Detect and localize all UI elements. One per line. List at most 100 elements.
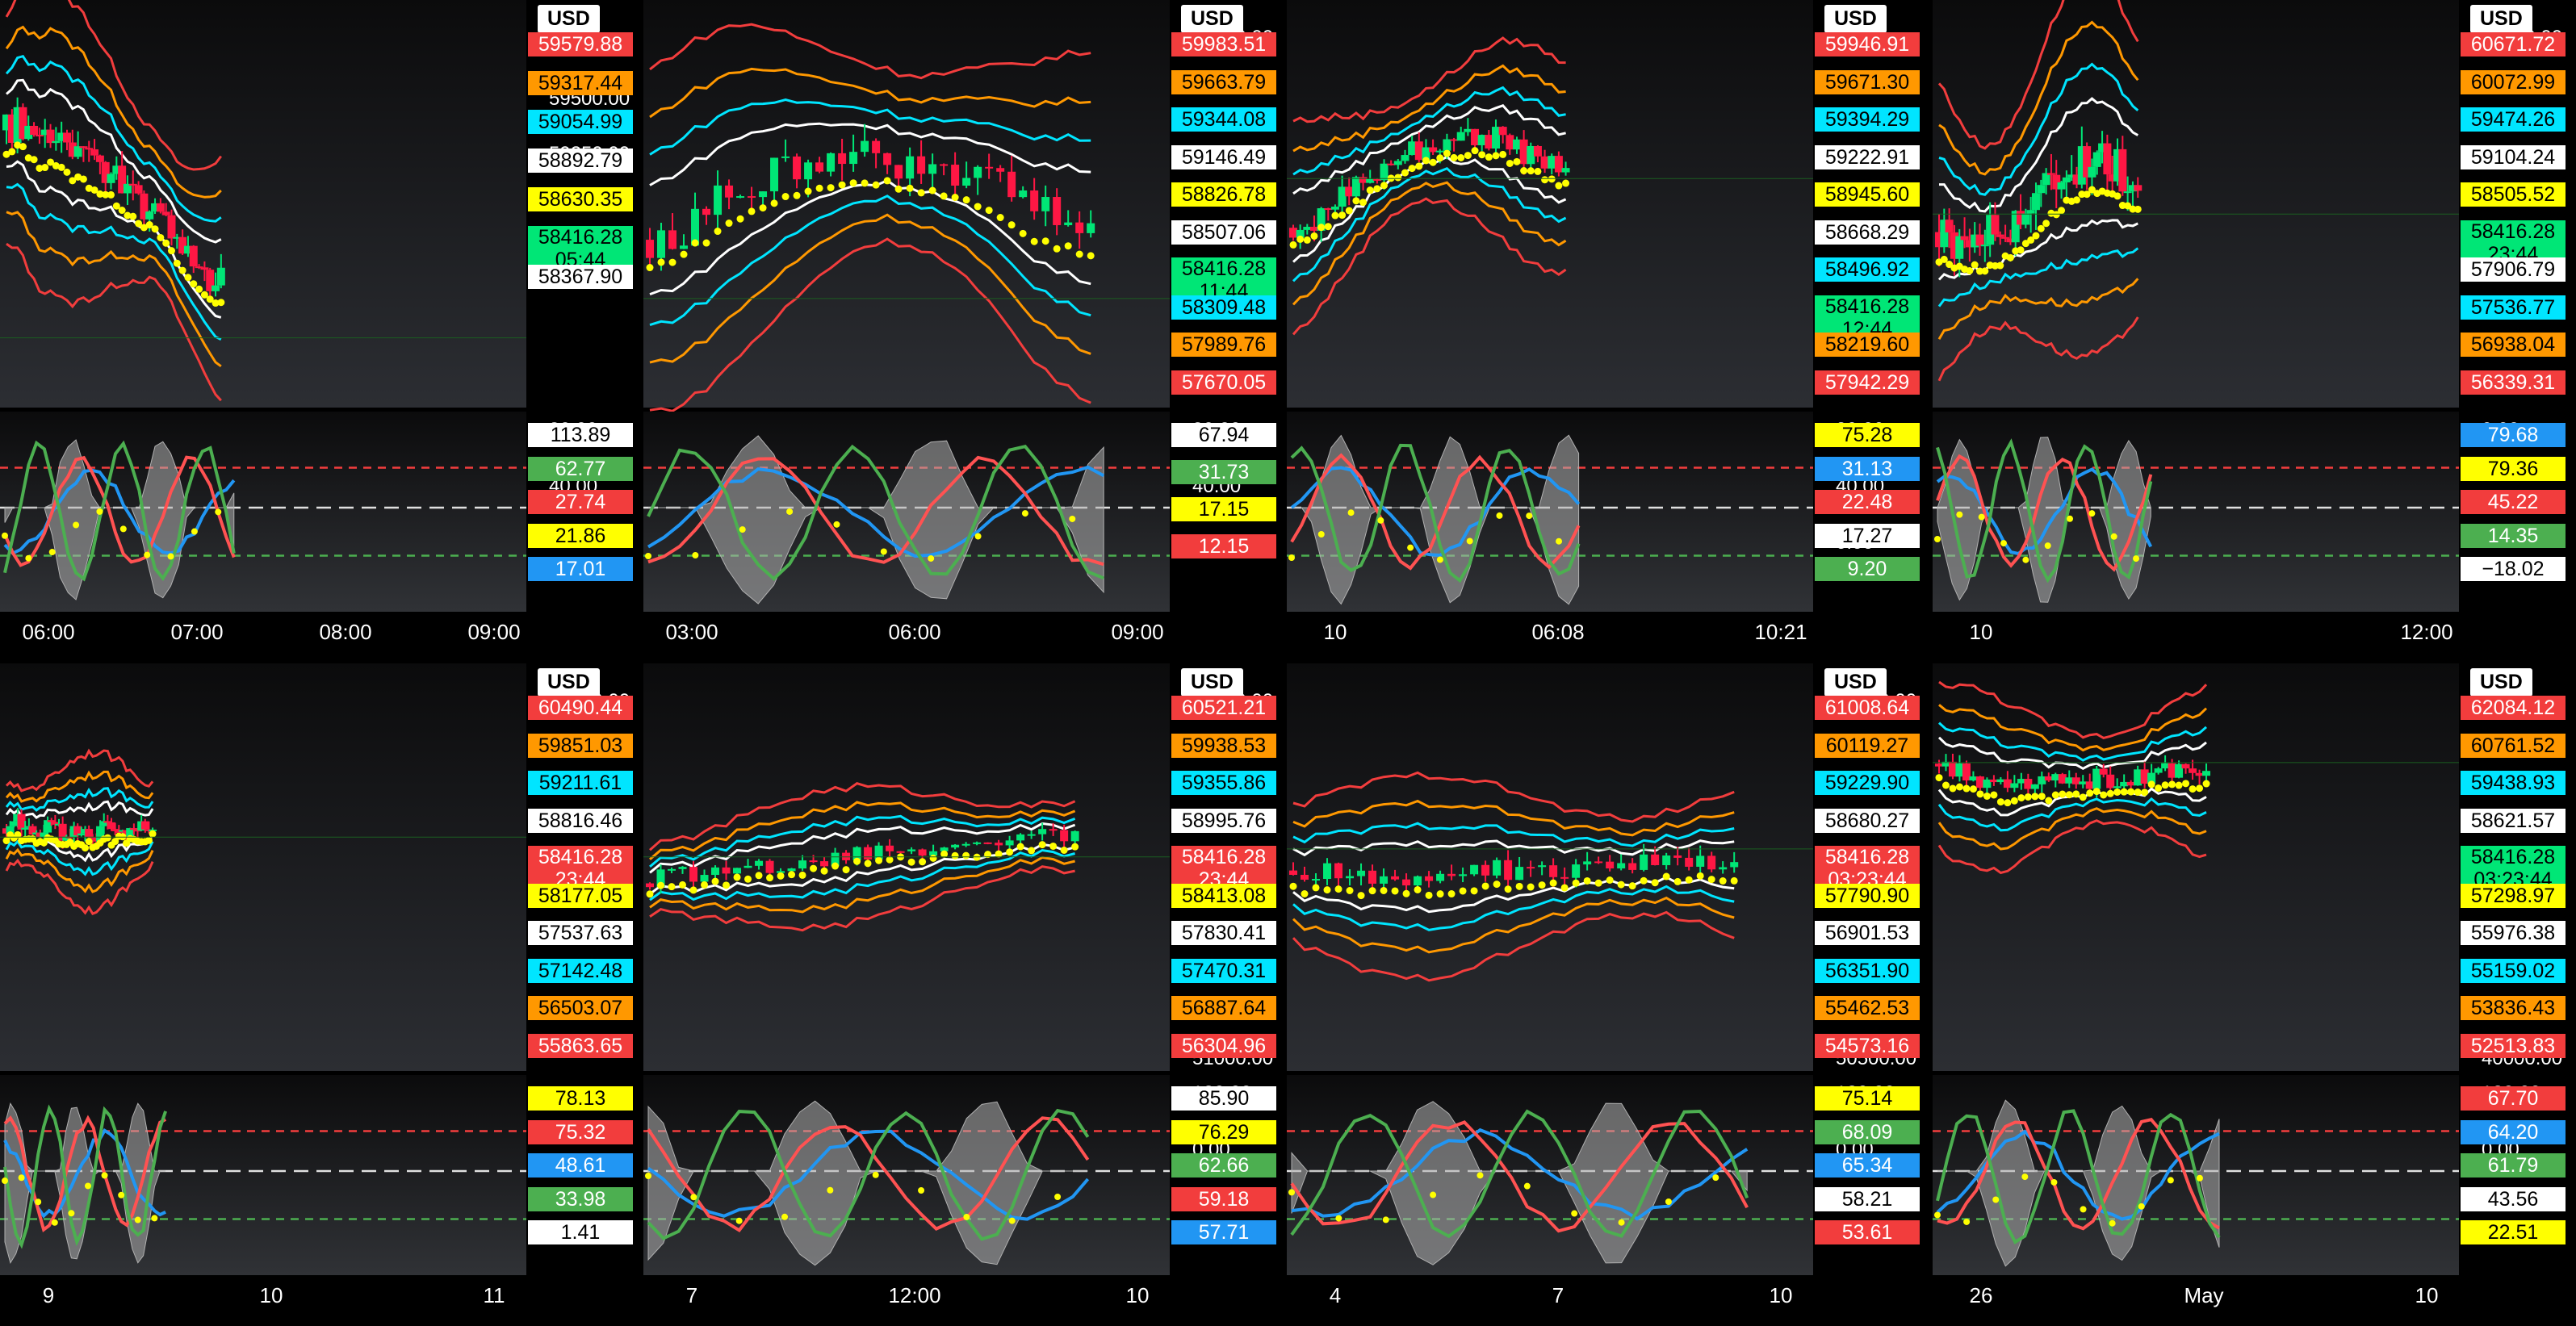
time-axis[interactable]: 7 12:00 10 (643, 1275, 1170, 1314)
candle-body (1960, 236, 1969, 241)
band-line (6, 78, 222, 244)
oscillator-pane[interactable] (0, 412, 526, 612)
candle-body (874, 845, 883, 860)
candle-body (1414, 141, 1423, 161)
price-badge: 60490.44 (528, 696, 633, 720)
time-tick-label: 7 (685, 1283, 698, 1307)
oscillator-pane[interactable] (1287, 1075, 1813, 1275)
candle-body (951, 165, 960, 186)
currency-label: USD (2470, 668, 2532, 696)
chart-panel[interactable]: USD56800.0056200.0059946.9159671.3059394… (1287, 0, 1926, 650)
price-pane[interactable] (1933, 0, 2459, 408)
ma-dot (1310, 232, 1318, 240)
price-pane[interactable] (0, 663, 526, 1071)
ma-dot (2032, 232, 2040, 240)
osc-badge: 62.77 (528, 456, 633, 481)
chart-panel[interactable]: USD65000.0050500.0061008.6460119.2759229… (1287, 663, 1926, 1314)
candle-body (1435, 150, 1444, 153)
price-pane[interactable] (1287, 663, 1813, 1071)
time-axis[interactable]: 4 7 10 (1287, 1275, 1813, 1314)
time-axis[interactable]: 03:00 06:00 09:00 (643, 612, 1170, 650)
ma-dot (2113, 788, 2122, 796)
chart-panel[interactable]: USD65000.0051000.0060521.2159938.5359355… (643, 663, 1283, 1314)
oscillator-pane[interactable] (0, 1075, 526, 1275)
ma-dot (1331, 211, 1339, 220)
osc-dot (2133, 555, 2140, 563)
candle-body (167, 215, 176, 239)
price-pane[interactable] (643, 663, 1170, 1071)
band-line (1292, 36, 1566, 123)
ma-dot (85, 838, 93, 846)
candle-body (2062, 177, 2071, 182)
osc-dot (739, 526, 746, 533)
candle-body (722, 867, 731, 874)
oscillator-plot (643, 1100, 1170, 1266)
time-tick-label: 07:00 (170, 620, 224, 644)
ma-dot (1549, 879, 1557, 887)
osc-badge: 12.15 (1171, 534, 1276, 558)
osc-badge: 64.20 (2461, 1119, 2566, 1144)
candle-body (2017, 211, 2025, 225)
time-axis[interactable]: 10 12:00 (1933, 612, 2459, 650)
candle-body (103, 821, 112, 823)
chart-panel[interactable]: USD 40000.00 62084.12 60761.52 59438.93 58621… (1933, 663, 2572, 1314)
price-axis[interactable]: USD59750.0059500.0059250.0058700.0059579… (526, 0, 639, 612)
candle-body (680, 245, 689, 249)
candle-body (2057, 182, 2066, 190)
price-axis[interactable]: USD64000.0060490.4459851.0359211.6158816… (526, 663, 639, 1275)
band-line (1937, 736, 2207, 771)
time-tick-label: 10 (1769, 1283, 1793, 1307)
ma-dot (111, 838, 119, 846)
oscillator-pane[interactable] (1933, 412, 2459, 612)
price-axis[interactable]: USD 40000.00 62084.12 60761.52 59438.93 58621… (2459, 663, 2572, 1275)
price-pane[interactable] (0, 0, 526, 408)
candle-body (678, 867, 687, 869)
time-axis[interactable]: 10 06:08 10:21 (1287, 612, 1813, 650)
oscillator-pane[interactable] (643, 412, 1170, 612)
ma-dot (2027, 236, 2035, 244)
chart-panel[interactable]: USD60500.0059983.5159663.7959344.0859146… (643, 0, 1283, 650)
chart-panel[interactable]: USD64000.0060490.4459851.0359211.6158816… (0, 663, 639, 1314)
band-line (5, 800, 154, 819)
price-pane[interactable] (1933, 663, 2459, 1071)
oscillator-pane[interactable] (1287, 412, 1813, 612)
osc-dot (1008, 1217, 1016, 1224)
candle-body (657, 230, 666, 258)
price-axis[interactable]: USD65000.0051000.0060521.2159938.5359355… (1170, 663, 1283, 1275)
ma-dot (2092, 788, 2101, 796)
candle-body (111, 829, 119, 831)
time-axis[interactable]: 06:00 07:00 08:00 09:00 (0, 612, 526, 650)
price-badge: 59579.88 (528, 32, 633, 56)
time-axis[interactable]: 26 May 10 (1933, 1275, 2459, 1314)
price-pane[interactable] (1287, 0, 1813, 408)
time-axis[interactable]: 9 10 11 (0, 1275, 526, 1314)
ma-dot (1289, 241, 1297, 249)
ma-dot (1949, 784, 1957, 793)
ma-dot (1493, 881, 1501, 889)
candle-body (759, 191, 768, 198)
price-axis[interactable]: USD60500.0059983.5159663.7959344.0859146… (1170, 0, 1283, 612)
ma-dot (1425, 891, 1433, 899)
price-axis[interactable]: USD65000.0050500.0061008.6460119.2759229… (1813, 663, 1926, 1275)
candle-body (2098, 143, 2107, 153)
chart-panel[interactable]: USD59750.0059500.0059250.0058700.0059579… (0, 0, 639, 650)
band-line (1938, 62, 2139, 196)
price-pane[interactable] (643, 0, 1170, 412)
ma-dot (2042, 220, 2050, 228)
oscillator-pane[interactable] (1933, 1075, 2459, 1275)
price-axis[interactable]: USD56800.0056200.0059946.9159671.3059394… (1813, 0, 1926, 612)
chart-panel[interactable]: USD61000.0060671.7260072.9959474.2659104… (1933, 0, 2572, 650)
oscillator-pane[interactable] (643, 1075, 1170, 1275)
band-line (649, 195, 1091, 327)
ma-dot (1534, 167, 1542, 175)
candle-body (19, 107, 27, 140)
candle-body (1447, 873, 1456, 876)
osc-dot (1054, 1194, 1062, 1201)
price-axis[interactable]: USD61000.0060671.7260072.9959474.2659104… (2459, 0, 2572, 612)
candle-body (2154, 768, 2163, 773)
osc-dot (118, 1191, 125, 1198)
candle-body (1075, 222, 1084, 233)
band-line (5, 839, 154, 876)
candle-body (1955, 236, 1964, 259)
candle-body (2181, 763, 2190, 769)
